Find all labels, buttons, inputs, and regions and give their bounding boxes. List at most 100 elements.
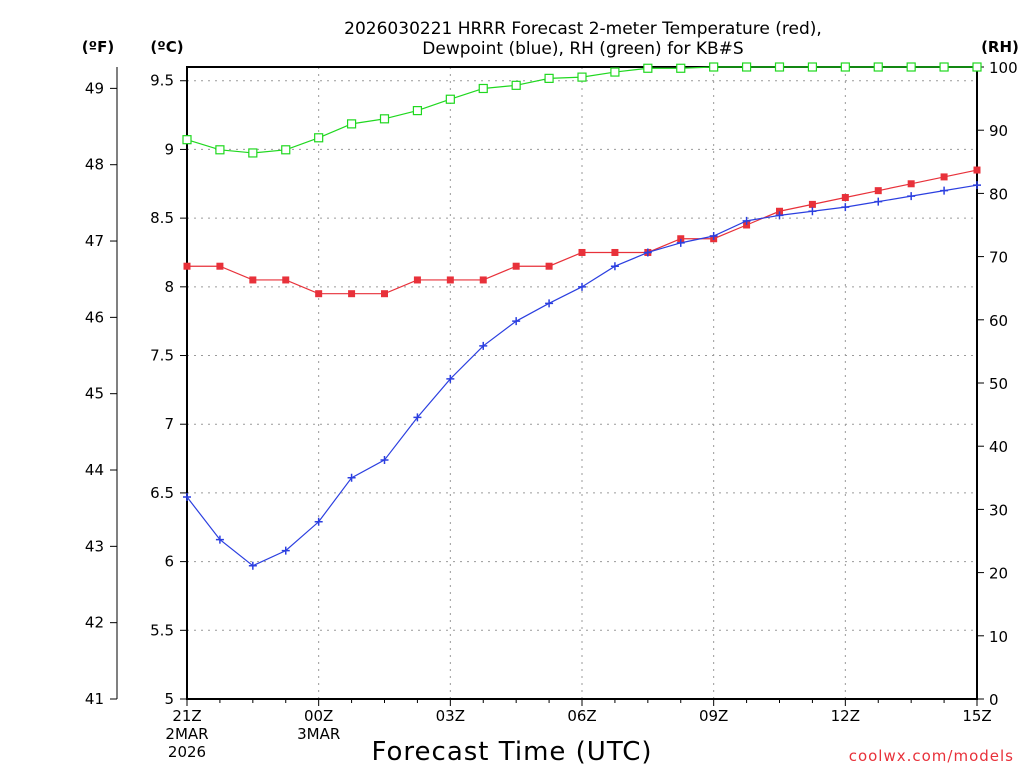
x-tick-year: 2026 xyxy=(168,743,206,761)
x-axis-label: Forecast Time (UTC) xyxy=(371,737,652,767)
dewpoint-point xyxy=(709,231,718,240)
rh-point xyxy=(314,133,324,143)
x-tick-label: 21Z xyxy=(172,707,201,725)
dewpoint-point xyxy=(413,413,422,422)
celsius-tick-label: 7.5 xyxy=(150,347,174,365)
chart-title-line2: Dewpoint (blue), RH (green) for KB#S xyxy=(422,39,743,59)
rh-tick-label: 40 xyxy=(989,438,1008,456)
celsius-tick-label: 5.5 xyxy=(150,621,174,639)
rh-tick-label: 90 xyxy=(989,122,1008,140)
rh-tick-label: 0 xyxy=(989,691,999,709)
dewpoint-point xyxy=(874,197,883,206)
rh-point xyxy=(346,119,357,129)
axes xyxy=(110,66,984,706)
credit-link[interactable]: coolwx.com/models xyxy=(849,747,1014,765)
temperature-point xyxy=(677,235,685,243)
rh-tick-label: 70 xyxy=(989,249,1008,267)
dewpoint-point xyxy=(578,282,586,291)
dewpoint-point xyxy=(742,216,751,225)
fahrenheit-tick-label: 47 xyxy=(85,232,104,250)
rh-tick-label: 100 xyxy=(989,59,1018,77)
fahrenheit-tick-label: 43 xyxy=(85,537,104,555)
x-tick-label: 15Z xyxy=(962,707,991,725)
fahrenheit-tick-label: 48 xyxy=(85,156,104,174)
dewpoint-point xyxy=(215,535,224,544)
temperature-point xyxy=(743,221,751,229)
temperature-point xyxy=(381,290,388,298)
celsius-tick-label: 6.5 xyxy=(150,484,174,502)
dewpoint-point xyxy=(643,248,652,257)
dewpoint-point xyxy=(512,317,521,326)
temperature-line xyxy=(187,169,978,295)
temperature-point xyxy=(413,276,421,284)
tick-labels: 55.566.577.588.599.521Z2MAR202600Z3MAR03… xyxy=(85,59,1018,761)
rh-point xyxy=(445,94,455,104)
dewpoint-point xyxy=(545,299,554,308)
x-tick-date: 3MAR xyxy=(297,725,340,743)
celsius-tick-label: 5 xyxy=(164,690,174,708)
dewpoint-point xyxy=(775,211,784,220)
dewpoint-point xyxy=(841,203,850,212)
temperature-point xyxy=(183,262,191,270)
temperature-point xyxy=(940,173,948,181)
rh-point xyxy=(906,62,916,72)
rh-point xyxy=(478,83,488,94)
rh-tick-label: 60 xyxy=(989,312,1008,330)
dewpoint-point xyxy=(314,517,323,526)
rh-point xyxy=(577,72,587,82)
rh-point xyxy=(248,148,258,158)
dewpoint-point xyxy=(281,546,290,555)
rh-unit-label: (RH) xyxy=(981,38,1019,56)
rh-point xyxy=(840,62,850,72)
x-tick-label: 00Z xyxy=(304,707,333,725)
rh-tick-label: 50 xyxy=(989,375,1008,393)
temperature-point xyxy=(216,262,224,270)
chart-title-line1: 2026030221 HRRR Forecast 2-meter Tempera… xyxy=(344,19,822,39)
dewpoint-point xyxy=(380,455,389,464)
rh-point xyxy=(873,62,883,72)
x-tick-label: 09Z xyxy=(699,707,728,725)
dewpoint-point xyxy=(907,192,916,201)
fahrenheit-unit-label: (ºF) xyxy=(82,38,114,56)
rh-point xyxy=(676,63,686,73)
rh-point xyxy=(972,62,982,72)
celsius-tick-label: 8 xyxy=(164,278,174,296)
x-tick-date: 2MAR xyxy=(165,725,208,743)
temperature-point xyxy=(973,166,981,174)
dewpoint-point xyxy=(248,561,257,570)
dewpoint-point xyxy=(676,238,685,247)
x-tick-label: 03Z xyxy=(436,707,465,725)
rh-point xyxy=(379,114,390,124)
temperature-point xyxy=(611,248,619,256)
data-series xyxy=(182,62,982,570)
temperature-point xyxy=(446,276,454,284)
dewpoint-point xyxy=(479,341,488,350)
temperature-point xyxy=(512,262,520,270)
rh-point xyxy=(643,63,653,73)
rh-point xyxy=(741,62,752,72)
temperature-point xyxy=(249,276,257,284)
fahrenheit-tick-label: 46 xyxy=(85,308,104,326)
temperature-point xyxy=(545,262,553,270)
celsius-tick-label: 7 xyxy=(164,415,174,433)
temperature-point xyxy=(841,194,849,202)
grid-lines xyxy=(187,67,977,699)
dewpoint-point xyxy=(973,181,981,190)
temperature-point xyxy=(315,290,323,298)
temperature-point xyxy=(907,180,915,188)
fahrenheit-tick-label: 41 xyxy=(85,690,104,708)
dewpoint-point xyxy=(940,186,949,195)
dewpoint-point xyxy=(610,262,619,271)
rh-point xyxy=(511,80,521,90)
rh-point xyxy=(709,62,719,72)
fahrenheit-tick-label: 42 xyxy=(85,614,104,632)
rh-tick-label: 80 xyxy=(989,185,1008,203)
rh-point xyxy=(807,62,818,72)
dewpoint-point xyxy=(183,493,191,502)
temperature-point xyxy=(808,200,816,208)
rh-point xyxy=(610,67,620,77)
celsius-tick-label: 9.5 xyxy=(150,72,174,90)
rh-point xyxy=(215,145,225,155)
dewpoint-point xyxy=(808,207,817,216)
